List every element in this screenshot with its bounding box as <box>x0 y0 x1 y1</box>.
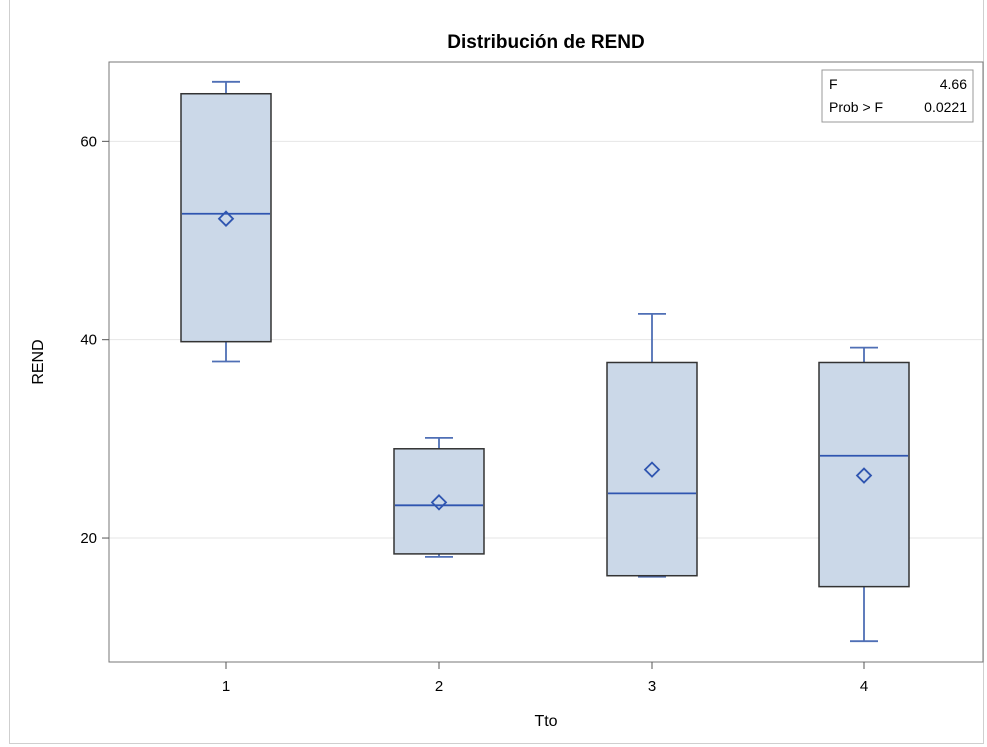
inset-label-prob: Prob > F <box>829 99 883 115</box>
boxes-layer <box>180 80 910 643</box>
ticks-layer: 20 40 60 1 2 3 4 <box>80 133 868 695</box>
iqr-box <box>180 92 272 343</box>
mean-marker <box>217 210 235 227</box>
x-tick-label: 3 <box>648 678 656 695</box>
y-tick-label: 40 <box>80 332 97 349</box>
y-axis-label: REND <box>30 339 47 384</box>
chart-title: Distribución de REND <box>447 32 644 53</box>
y-tick-label: 20 <box>80 530 97 547</box>
box-group-tto-2 <box>393 436 485 558</box>
iqr-box <box>393 448 485 555</box>
box-group-tto-4 <box>818 346 910 643</box>
plot-area-border <box>108 61 984 663</box>
mean-marker <box>855 467 873 484</box>
iqr-box <box>818 361 910 588</box>
box-group-tto-1 <box>180 80 272 363</box>
mean-marker <box>643 461 661 478</box>
mean-marker <box>430 494 448 511</box>
iqr-box <box>606 361 698 577</box>
inset-table-border <box>821 69 974 123</box>
box-group-tto-3 <box>606 313 698 578</box>
x-tick-label: 4 <box>860 678 868 695</box>
inset-value-f: 4.66 <box>940 76 967 92</box>
inset-label-f: F <box>829 76 838 92</box>
inset-stats-table: F 4.66 Prob > F 0.0221 <box>821 69 974 123</box>
x-axis-label: Tto <box>534 713 557 730</box>
x-tick-label: 2 <box>435 678 443 695</box>
x-tick-label: 1 <box>222 678 230 695</box>
inset-value-prob: 0.0221 <box>924 99 967 115</box>
y-tick-label: 60 <box>80 133 97 150</box>
